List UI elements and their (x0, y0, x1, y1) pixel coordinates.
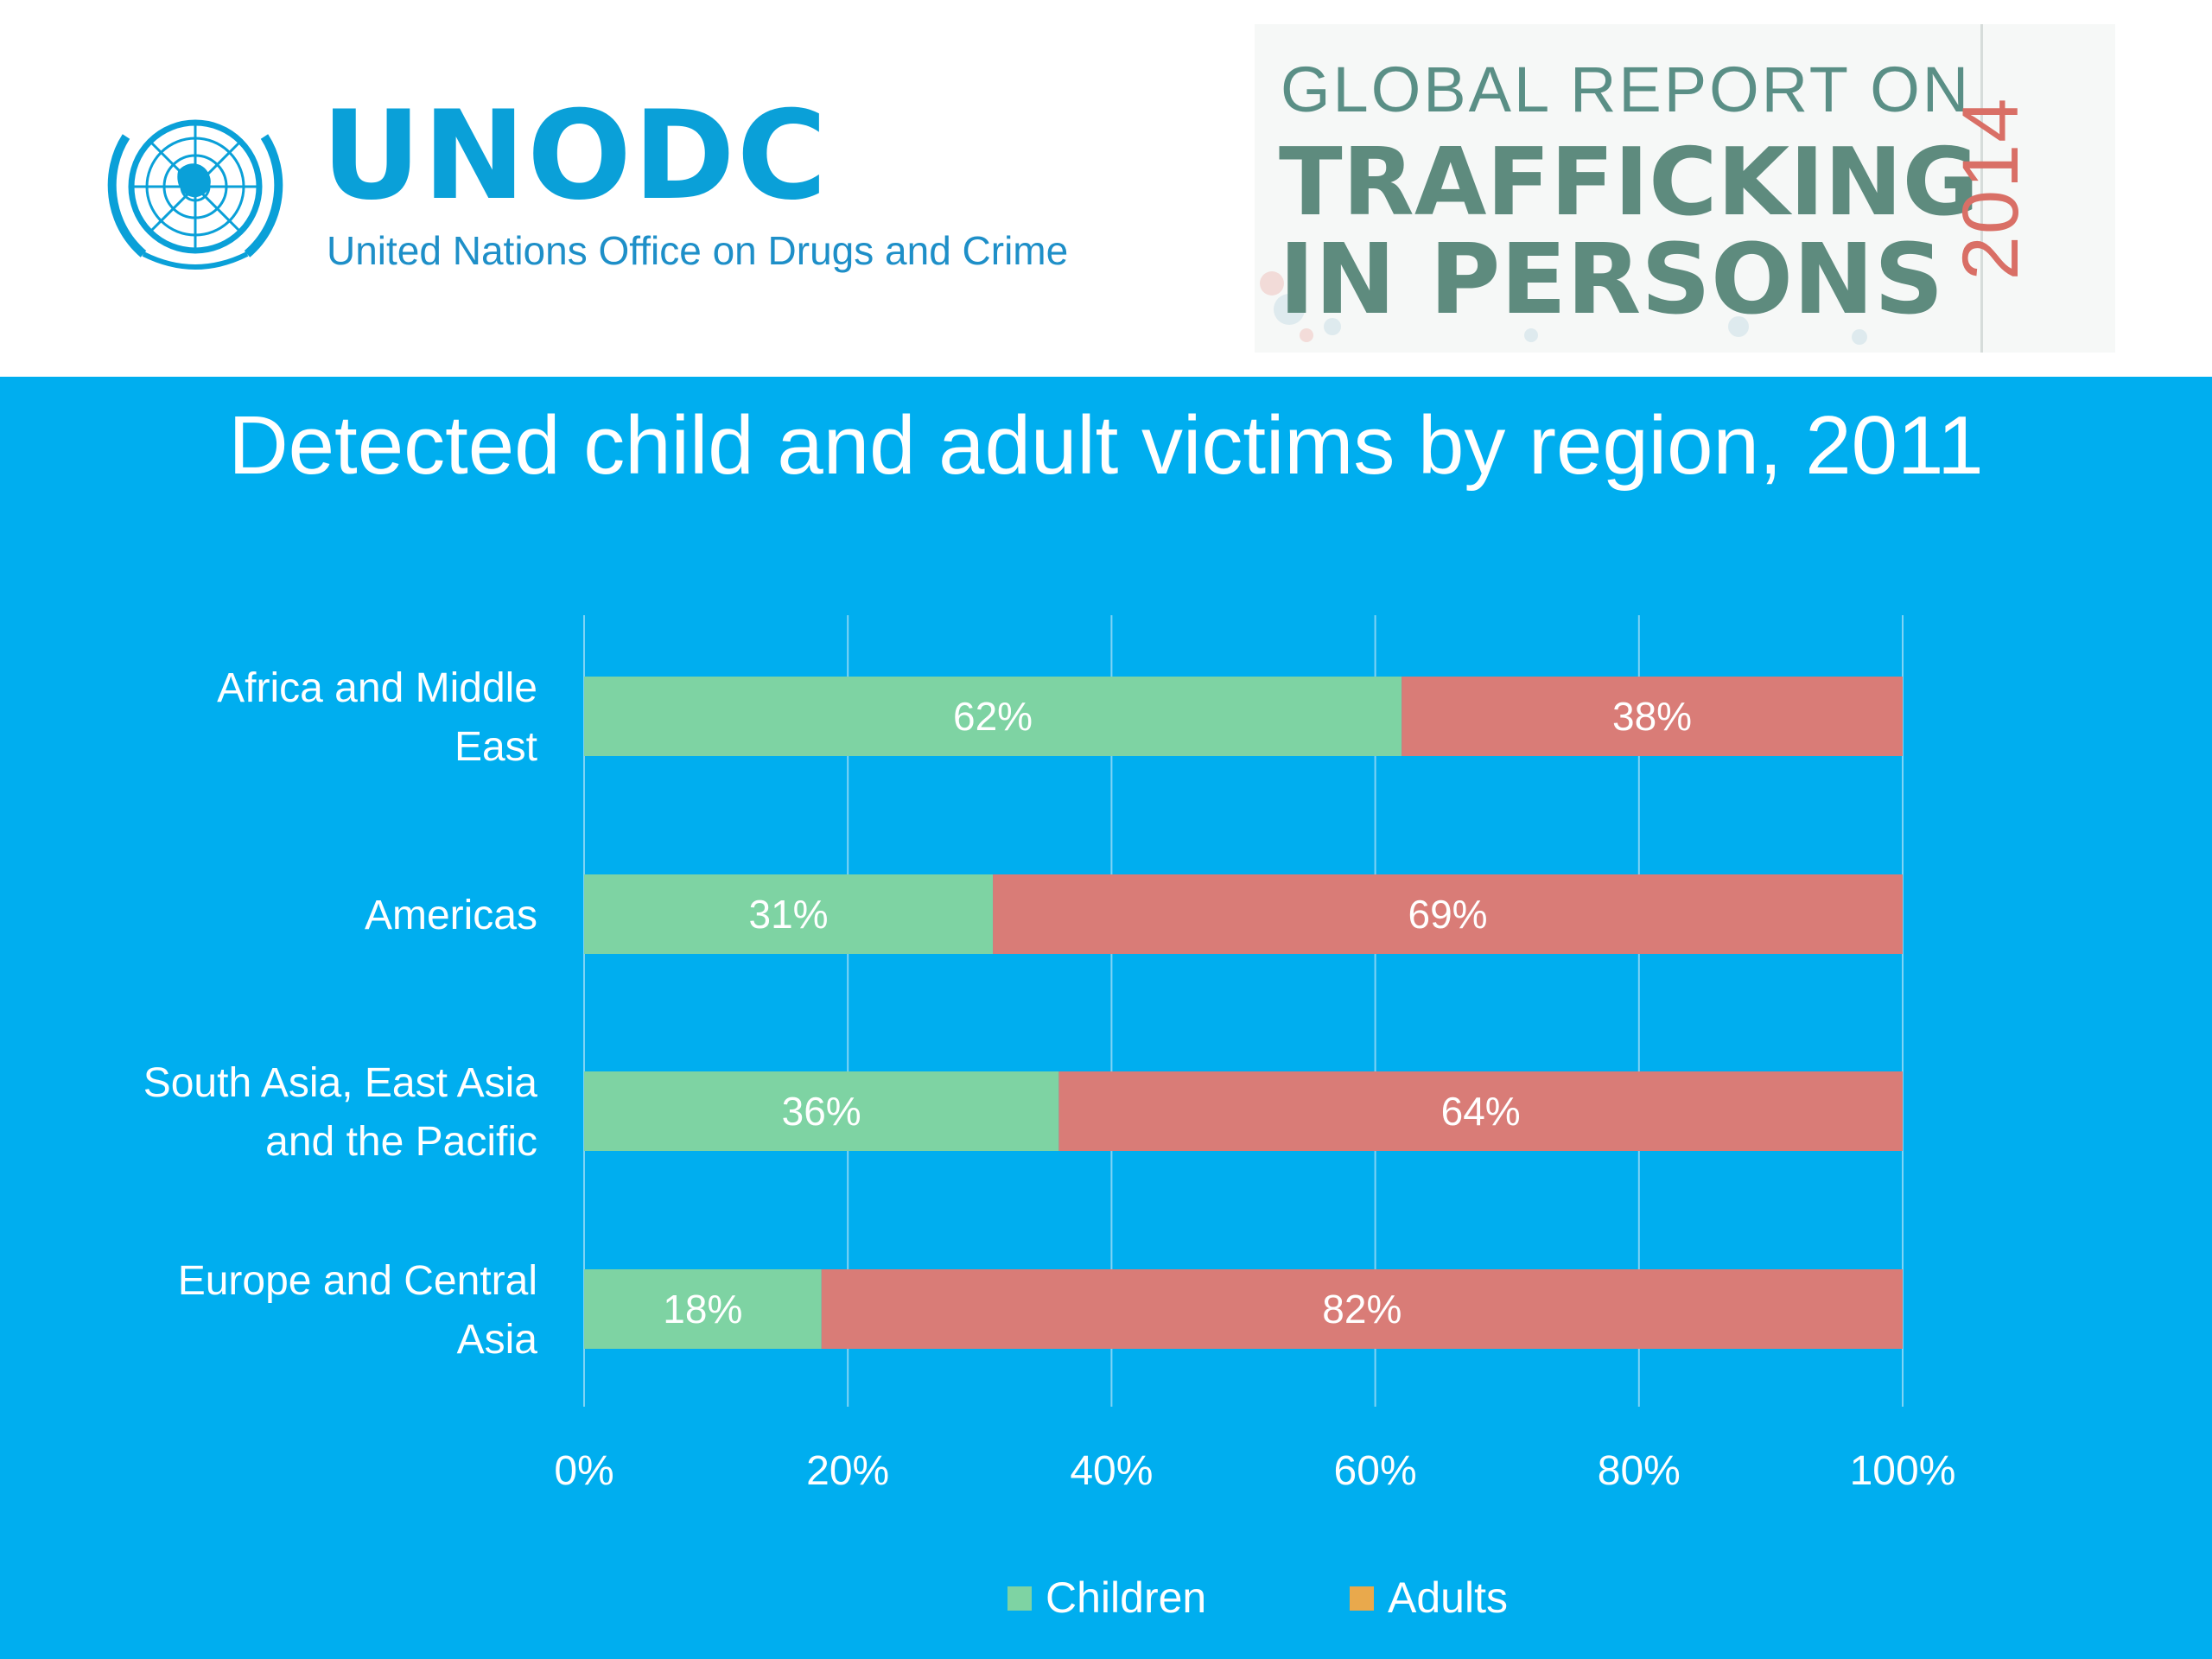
data-label: 69% (1408, 892, 1487, 937)
report-title-line1: GLOBAL REPORT ON (1281, 54, 1972, 125)
category-label: Americas (365, 893, 537, 938)
x-tick-label: 100% (1850, 1448, 1956, 1494)
bar-children (584, 874, 994, 954)
report-title-line2: TRAFFICKING (1279, 129, 1980, 237)
category-label: Europe and Central Asia (178, 1258, 538, 1363)
data-label: 64% (1441, 1089, 1521, 1134)
bar-adults (993, 874, 1903, 954)
x-tick-label: 40% (1070, 1448, 1153, 1494)
legend-swatch (1350, 1586, 1374, 1611)
report-divider (1980, 24, 1983, 353)
bar-adults (1058, 1071, 1903, 1151)
x-tick-label: 60% (1334, 1448, 1417, 1494)
un-emblem-icon (107, 119, 283, 270)
legend-swatch (1007, 1586, 1032, 1611)
x-tick-label: 20% (806, 1448, 889, 1494)
header-banner: UNODC United Nations Office on Drugs and… (0, 0, 2212, 377)
data-label: 62% (953, 694, 1033, 739)
x-tick-label: 0% (554, 1448, 613, 1494)
report-title-line3: IN PERSONS (1279, 224, 1944, 336)
unodc-logo-name: UNODC (321, 85, 829, 227)
legend-label: Adults (1388, 1573, 1508, 1622)
bar-adults (1402, 677, 1903, 756)
x-tick-label: 80% (1598, 1448, 1681, 1494)
bar-children (584, 677, 1402, 756)
unodc-logo-subtitle: United Nations Office on Drugs and Crime (327, 228, 1069, 273)
data-label: 31% (748, 892, 828, 937)
map-texture-icon (1260, 271, 1867, 345)
category-label: Africa and Middle East (217, 665, 537, 770)
data-label: 38% (1612, 694, 1692, 739)
report-cover-panel: GLOBAL REPORT ON TRAFFICKING IN PERSONS … (1255, 24, 2115, 353)
data-label: 18% (663, 1287, 742, 1332)
bar-adults (821, 1269, 1904, 1349)
bar-children (584, 1071, 1059, 1151)
bar-children (584, 1269, 822, 1349)
legend-label: Children (1046, 1573, 1206, 1622)
category-label: South Asia, East Asia and the Pacific (143, 1060, 538, 1165)
data-label: 36% (782, 1089, 861, 1134)
data-label: 82% (1322, 1287, 1402, 1332)
chart-title: Detected child and adult victims by regi… (228, 399, 1984, 492)
